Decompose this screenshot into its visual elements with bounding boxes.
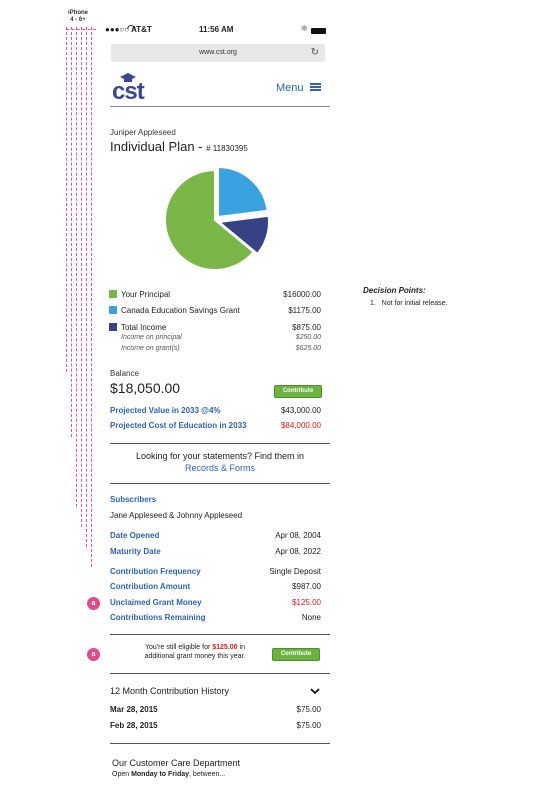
cst-logo[interactable]: cst [112,78,145,105]
balance-label: Balance [110,369,139,378]
contribute-button[interactable]: Contribute [274,385,322,398]
plan-number: # 11830395 [206,144,248,153]
subscribers-label-row: Subscribers [110,495,157,504]
url-text: www.cst.org [199,49,237,56]
income-grant-row: Income on grant(s) $625.00 [121,345,321,352]
records-forms-link[interactable]: Records & Forms [184,463,255,473]
battery-icon [311,28,326,34]
legend-swatch [109,306,117,314]
hamburger-icon [309,82,321,92]
history-row: Feb 28, 2015 $75.00 [110,721,321,730]
legend-grant: Canada Education Savings Grant $1175.00 [109,305,321,316]
guide-line [71,27,72,437]
pie-slice-grant [217,165,269,219]
contribution-amount-row: Contribution Amount $987.00 [110,582,321,591]
contribution-frequency-row: Contribution Frequency Single Deposit [110,567,321,576]
history-row: Mar 28, 2015 $75.00 [110,705,321,714]
history-title[interactable]: 12 Month Contribution History [110,686,230,696]
logo-cap-icon [120,73,136,82]
pie-slice-income [216,214,270,256]
reload-icon[interactable]: ↻ [310,47,319,58]
legend-swatch [109,290,117,298]
divider [110,673,330,674]
pie-slice-principal [164,168,255,271]
url-bar[interactable]: www.cst.org ↻ [111,44,325,62]
bluetooth-icon: ✱ [301,24,308,33]
legend-swatch [109,323,117,331]
divider [110,634,330,635]
eligible-contribute-button[interactable]: Contribute [272,648,320,661]
annotation-badge: a [87,648,100,661]
plan-title: Individual Plan - # 11830395 [110,139,248,154]
eligible-amount: $125.00 [212,644,238,651]
divider [110,106,330,107]
divider [110,443,330,444]
wifi-icon: ◠ [127,23,135,33]
care-hours: Open Monday to Friday, between... [112,771,226,778]
menu-button[interactable]: Menu [276,82,321,94]
guide-line [86,27,87,547]
guide-line [91,27,92,567]
legend-income: Total Income $875.00 [109,322,321,333]
chevron-down-icon[interactable] [310,688,320,695]
eligible-message: You're still eligible for $125.00 in add… [144,644,246,660]
guide-line [76,27,77,507]
clock-label: 11:56 AM [199,25,234,34]
contributions-remaining-row: Contributions Remaining None [110,613,321,622]
income-principal-row: Income on principal $250.00 [121,334,321,341]
legend-principal: Your Principal $16000.00 [109,289,321,300]
care-title: Our Customer Care Department [112,758,241,768]
projected-cost-row: Projected Cost of Education in 2033 $84,… [110,421,321,430]
divider [110,743,330,744]
guide-line [66,27,67,372]
divider [110,483,330,484]
menu-label: Menu [276,82,304,94]
guide-line [81,27,82,527]
projected-value-row: Projected Value in 2033 @4% $43,000.00 [110,406,321,415]
status-bar: ●●●○○ AT&T ◠ 11:56 AM ✱ [105,22,331,40]
balance-pie-chart [164,165,270,271]
decision-points-title: Decision Points: [363,286,426,295]
annotation-badge: a [87,597,100,610]
unclaimed-grant-row: Unclaimed Grant Money $125.00 [110,598,321,607]
maturity-date-row: Maturity Date Apr 08, 2022 [110,547,321,556]
date-opened-row: Date Opened Apr 08, 2004 [110,531,321,540]
subscribers-names-row: Jane Appleseed & Johnny Appleseed [110,511,243,520]
statements-prompt: Looking for your statements? Find them i… [110,450,330,474]
plan-owner: Juniper Appleseed [110,128,176,137]
device-guide-label: iPhone 4 - 6+ [67,10,88,23]
decision-point-item: 1. Not for initial release. [370,300,448,307]
carrier-label: ●●●○○ AT&T [105,25,152,34]
balance-amount: $18,050.00 [110,380,181,396]
guide-line [66,29,96,30]
